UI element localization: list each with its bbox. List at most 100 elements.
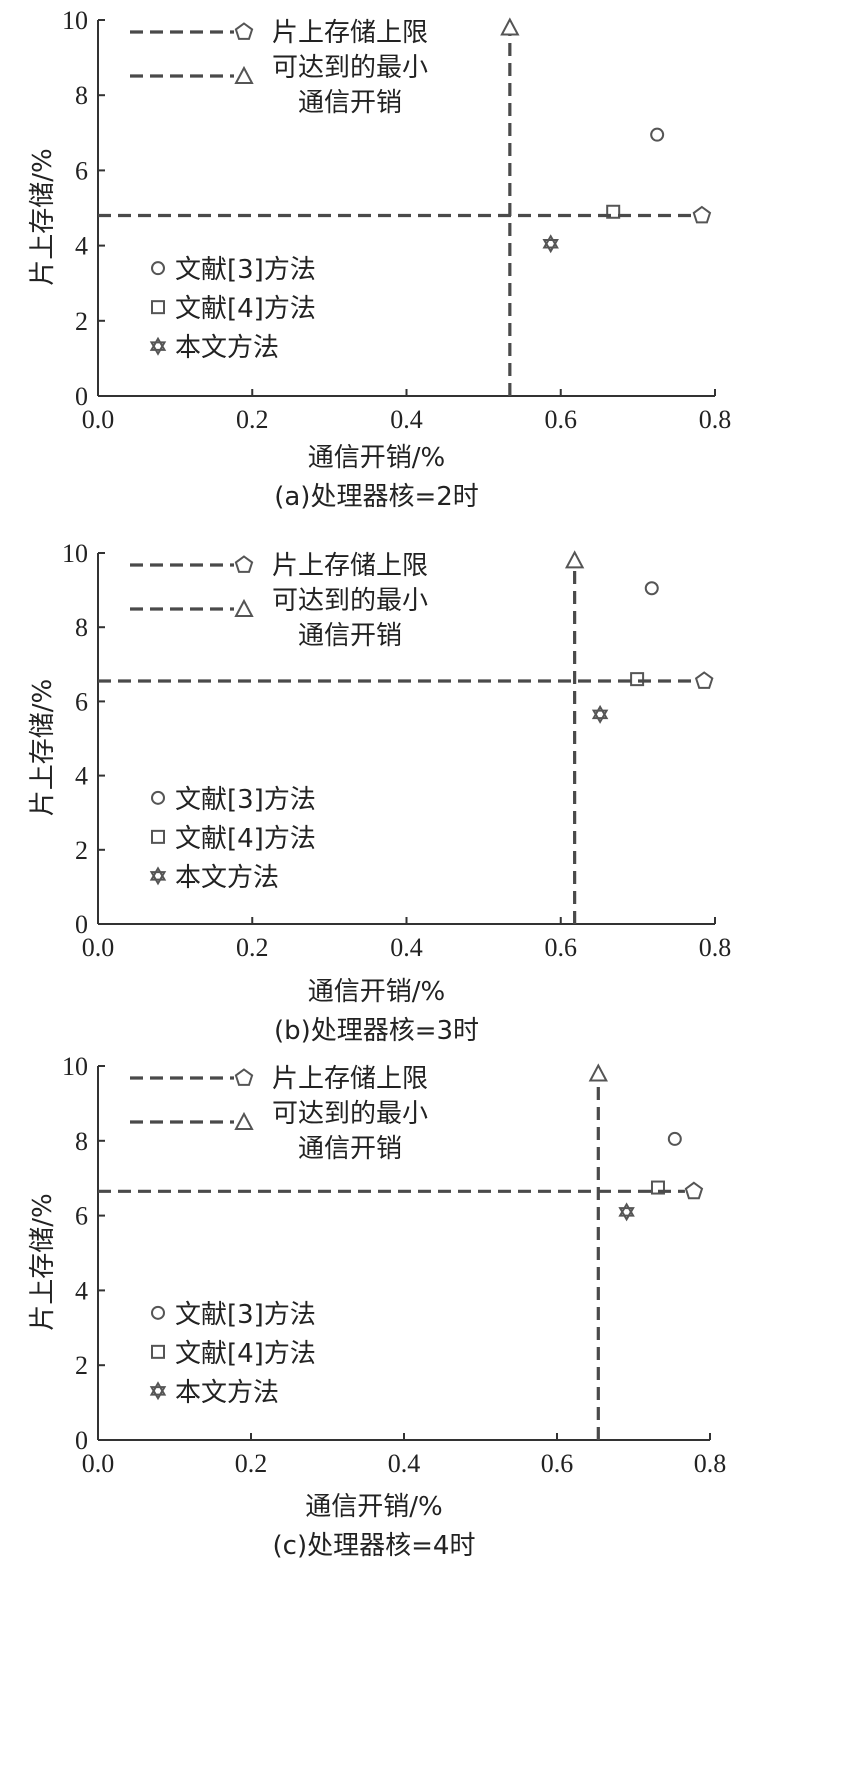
x-axis-title: 通信开销/% — [308, 443, 445, 473]
legend-label-method: 文献[3]方法 — [175, 785, 316, 815]
figure-caption: (c)处理器核=4时 — [273, 1531, 476, 1561]
legend-label-min-comm-2: 通信开销 — [298, 1134, 402, 1164]
chart-panel-b: 0.0 0.2 0.4 0.6 0.8 0 2 4 6 8 10 通信开销/% 片上存储/% (b)处理器… — [28, 539, 731, 1046]
y-tick-label: 4 — [75, 762, 88, 791]
x-tick-label: 0.6 — [545, 405, 578, 434]
x-tick-label: 0.2 — [236, 405, 269, 434]
star-marker — [591, 704, 609, 724]
star-triangle-up — [618, 1202, 635, 1217]
x-axis-title: 通信开销/% — [308, 977, 445, 1007]
legend-circle-icon — [151, 790, 165, 805]
y-tick-label: 6 — [75, 1202, 88, 1231]
square-marker — [650, 1180, 665, 1195]
legend-label-min-comm-1: 可达到的最小 — [272, 53, 428, 83]
legend-label-min-comm-1: 可达到的最小 — [272, 1099, 428, 1129]
star-triangle-down — [149, 871, 167, 886]
star-triangle-up — [542, 234, 559, 249]
y-tick-label: 10 — [62, 6, 88, 35]
legend-label-method: 本文方法 — [175, 1378, 279, 1408]
x-tick-label: 0.8 — [694, 1449, 727, 1478]
legend-label-storage-limit: 片上存储上限 — [272, 1064, 428, 1094]
star-triangle-up — [149, 866, 167, 881]
legend-label-method: 文献[3]方法 — [175, 1300, 316, 1330]
legend-label-storage-limit: 片上存储上限 — [272, 551, 428, 581]
legend-square-icon — [151, 300, 165, 315]
y-tick-label: 4 — [75, 232, 88, 261]
y-tick-label: 6 — [75, 156, 88, 185]
figure-caption: (b)处理器核=3时 — [274, 1016, 479, 1046]
legend-label-min-comm-2: 通信开销 — [298, 621, 402, 651]
x-axis-title: 通信开销/% — [305, 1492, 442, 1522]
x-tick-label: 0.4 — [388, 1449, 421, 1478]
legend-pentagon-icon — [234, 555, 254, 573]
y-tick-label: 4 — [75, 1276, 88, 1305]
y-tick-label: 8 — [75, 81, 88, 110]
legend-pentagon-icon — [234, 22, 254, 40]
star-triangle-down — [591, 709, 609, 724]
star-triangle-down — [149, 1386, 167, 1401]
legend-label-min-comm-1: 可达到的最小 — [272, 586, 428, 616]
chart-panel-a: 0.0 0.2 0.4 0.6 0.8 0 2 4 6 8 10 通信开销/% 片上存储/% (a)处理器… — [28, 6, 731, 512]
legend-circle-icon — [151, 1305, 165, 1320]
legend-star-icon — [149, 866, 167, 886]
y-tick-label: 2 — [75, 307, 88, 336]
y-tick-label: 10 — [62, 1052, 88, 1081]
legend-label-method: 文献[4]方法 — [175, 1339, 316, 1369]
star-triangle-up — [149, 336, 167, 351]
triangle-marker — [588, 1063, 608, 1082]
y-tick-label: 0 — [75, 382, 88, 411]
chart-panel-c: 0.0 0.2 0.4 0.6 0.8 0 2 4 6 8 10 通信开销/% 片上存储/% (c)处理器… — [28, 1052, 726, 1561]
star-triangle-down — [149, 341, 167, 356]
y-tick-label: 10 — [62, 539, 88, 568]
y-axis-title: 片上存储/% — [28, 1193, 58, 1330]
legend-star-icon — [149, 1381, 167, 1401]
y-axis-title: 片上存储/% — [28, 679, 58, 816]
legend-label-min-comm-2: 通信开销 — [298, 88, 402, 118]
legend-label-method: 本文方法 — [175, 863, 279, 893]
star-marker — [542, 234, 559, 254]
star-marker — [618, 1202, 635, 1222]
y-tick-label: 6 — [75, 687, 88, 716]
pentagon-marker — [684, 1181, 704, 1200]
x-tick-label: 0.6 — [541, 1449, 574, 1478]
square-marker — [606, 204, 621, 219]
pentagon-marker — [694, 671, 714, 689]
y-tick-label: 0 — [75, 910, 88, 939]
legend-pentagon-icon — [234, 1068, 254, 1086]
triangle-marker — [500, 17, 520, 36]
x-tick-label: 0.0 — [82, 1449, 115, 1478]
y-tick-label: 2 — [75, 836, 88, 865]
x-tick-label: 0.2 — [236, 933, 269, 962]
star-triangle-down — [618, 1207, 635, 1222]
figure-caption: (a)处理器核=2时 — [274, 482, 479, 512]
star-triangle-up — [149, 1381, 167, 1396]
x-tick-label: 0.4 — [390, 933, 423, 962]
legend-square-icon — [151, 829, 165, 844]
legend-label-method: 文献[4]方法 — [175, 824, 316, 854]
legend-triangle-icon — [234, 65, 254, 84]
y-tick-label: 8 — [75, 1127, 88, 1156]
legend-star-icon — [149, 336, 167, 356]
x-tick-label: 0.0 — [82, 933, 115, 962]
circle-marker — [644, 581, 659, 596]
legend-label-method: 文献[4]方法 — [175, 294, 316, 324]
x-tick-label: 0.8 — [699, 933, 732, 962]
circle-marker — [667, 1131, 682, 1146]
y-tick-label: 2 — [75, 1351, 88, 1380]
x-tick-label: 0.0 — [82, 405, 115, 434]
legend-triangle-icon — [234, 598, 254, 617]
star-triangle-up — [591, 704, 609, 720]
legend-square-icon — [151, 1344, 165, 1359]
legend-label-method: 本文方法 — [175, 333, 279, 363]
x-tick-label: 0.2 — [235, 1449, 268, 1478]
x-tick-label: 0.6 — [545, 933, 578, 962]
x-tick-label: 0.8 — [699, 405, 732, 434]
legend-circle-icon — [151, 261, 165, 276]
legend-label-storage-limit: 片上存储上限 — [272, 18, 428, 48]
y-tick-label: 8 — [75, 613, 88, 642]
square-marker — [630, 672, 645, 687]
circle-marker — [650, 127, 665, 142]
x-tick-label: 0.4 — [390, 405, 423, 434]
star-triangle-down — [542, 239, 559, 254]
